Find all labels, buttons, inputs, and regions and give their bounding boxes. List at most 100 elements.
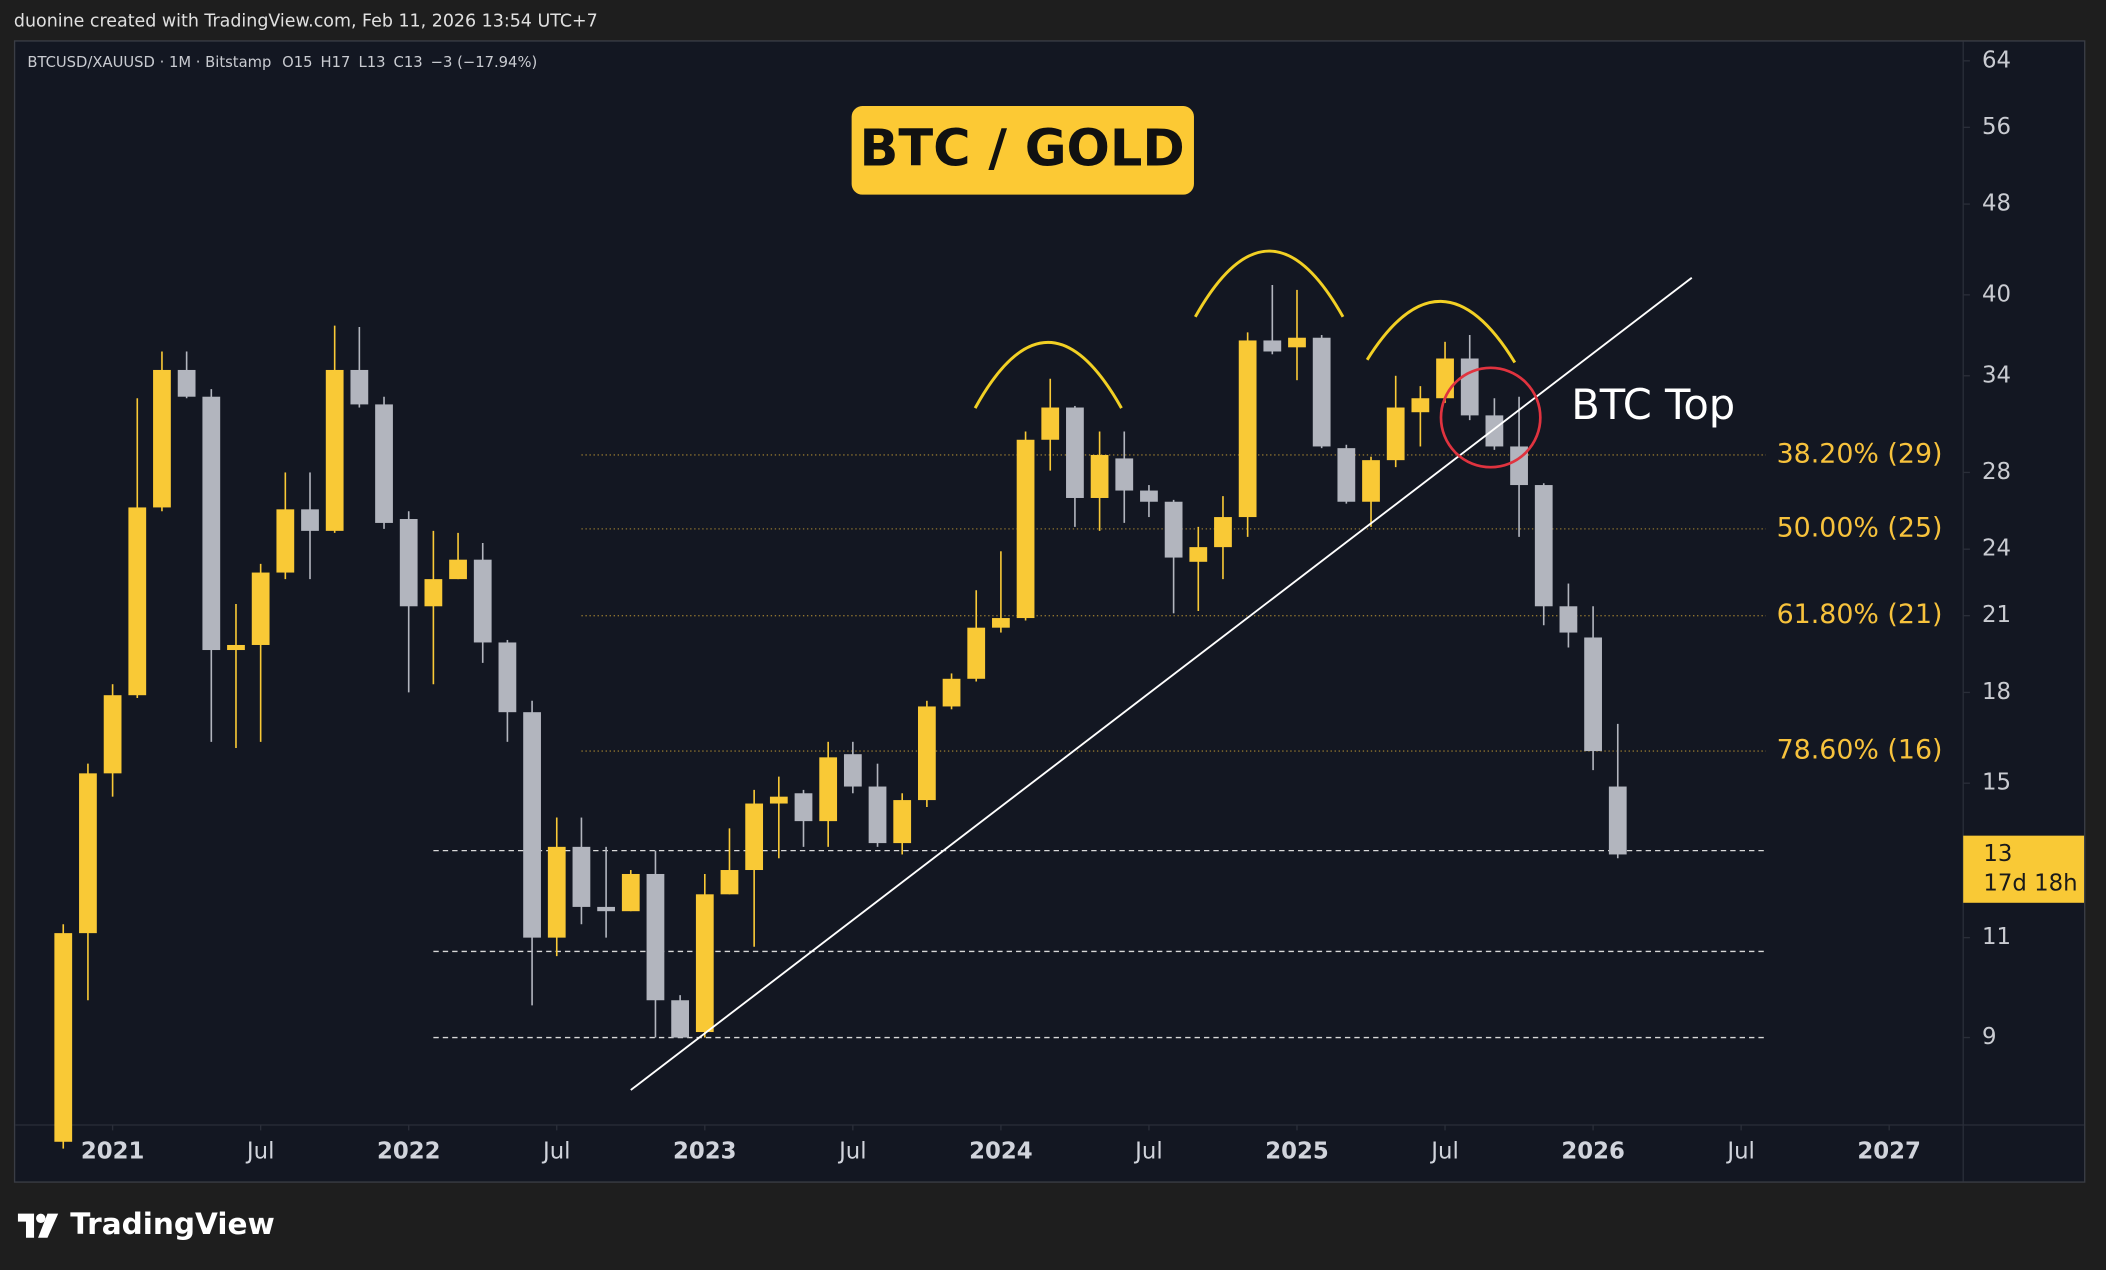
- arc: [1194, 249, 1345, 318]
- candle-body: [671, 1000, 690, 1038]
- chart-title: BTC / GOLD: [859, 120, 1184, 179]
- candle-body: [1140, 490, 1158, 502]
- y-tick-label: 34: [1982, 362, 2011, 388]
- chart-panel: [13, 40, 2086, 1183]
- candle-body: [621, 873, 640, 912]
- candle-body: [1214, 517, 1232, 548]
- x-tick-label: Jul: [1133, 1138, 1163, 1164]
- candle-body: [128, 507, 147, 696]
- x-tick-label: 2021: [81, 1138, 144, 1164]
- candle-body: [523, 712, 541, 938]
- candle-body: [153, 369, 171, 508]
- candle-body: [375, 404, 393, 523]
- countdown: 17d 18h: [1983, 870, 2077, 896]
- candle-body: [1584, 637, 1602, 752]
- candle-body: [1263, 340, 1282, 352]
- y-tick-label: 11: [1982, 924, 2011, 950]
- fib-label: 61.80% (21): [1777, 599, 1943, 630]
- candle-body: [1164, 501, 1183, 558]
- candle-body: [769, 796, 788, 804]
- candle-body: [794, 793, 813, 822]
- plot: 38.20% (29) 50.00% (25) 61.80% (21) 78.60% …: [54, 276, 1943, 1149]
- annotation: BTC Top: [1571, 380, 1735, 429]
- candle-body: [819, 757, 838, 822]
- x-tick-label: Jul: [1725, 1138, 1755, 1164]
- candle-body: [917, 706, 936, 801]
- candle-body: [745, 803, 764, 871]
- fib-label: 50.00% (25): [1777, 512, 1943, 543]
- x-tick-label: Jul: [837, 1138, 867, 1164]
- candle-body: [992, 618, 1010, 628]
- candle-body: [1485, 415, 1504, 447]
- arc: [973, 340, 1123, 409]
- ohlc: L13: [358, 54, 385, 71]
- candle-body: [424, 579, 443, 607]
- candle-body: [1238, 340, 1257, 518]
- logo: [17, 1213, 59, 1238]
- candle-body: [893, 800, 912, 844]
- candle-body: [1016, 439, 1035, 619]
- candle-body: [942, 678, 961, 707]
- candle-body: [1288, 337, 1306, 348]
- candle-body: [276, 509, 295, 573]
- x-tick-label: 2025: [1265, 1138, 1329, 1164]
- candle-body: [251, 572, 270, 645]
- candle-body: [868, 786, 887, 844]
- candle-body: [1312, 337, 1331, 447]
- candle-body: [350, 369, 369, 405]
- candle-body: [1534, 485, 1553, 607]
- x-tick-label: 2027: [1857, 1138, 1921, 1164]
- candle-body: [597, 906, 615, 912]
- candle-body: [1189, 547, 1208, 562]
- x-tick-label: 2026: [1561, 1138, 1625, 1164]
- trendline: [630, 276, 1693, 1091]
- price-box: [1963, 835, 2085, 903]
- candle-body: [720, 870, 739, 895]
- candle-body: [227, 644, 245, 651]
- x-tick-label: Jul: [541, 1138, 571, 1164]
- candle-body: [843, 754, 862, 787]
- y-tick-label: 15: [1982, 770, 2011, 796]
- ohlc: O15: [282, 54, 312, 71]
- symbol: BTCUSD/XAUUSD · 1M · Bitstamp: [27, 54, 271, 71]
- x-tick-label: Jul: [245, 1138, 275, 1164]
- symbol-legend: BTCUSD/XAUUSD · 1M · Bitstamp O15 H17 L13 C1…: [27, 54, 537, 71]
- y-tick-label: 18: [1982, 679, 2011, 705]
- candle-body: [1559, 606, 1578, 633]
- x-tick-label: 2023: [673, 1138, 737, 1164]
- y-tick-label: 24: [1982, 536, 2011, 562]
- candle-body: [1386, 407, 1405, 461]
- y-tick-label: 56: [1982, 114, 2011, 140]
- y-tick-label: 64: [1982, 47, 2011, 73]
- y-tick-label: 21: [1982, 602, 2011, 628]
- candle-body: [1436, 358, 1454, 399]
- candle-body: [325, 369, 344, 531]
- brand: TradingView: [70, 1207, 274, 1241]
- candle-body: [572, 846, 591, 907]
- highlight-circle: [1439, 366, 1542, 469]
- candle-body: [646, 873, 665, 1001]
- candle-body: [1337, 448, 1356, 502]
- y-tick-label: 40: [1982, 281, 2011, 307]
- candle-body: [695, 894, 714, 1033]
- candle-body: [301, 509, 319, 531]
- candle-body: [1066, 407, 1084, 498]
- fib-label: 38.20% (29): [1777, 438, 1943, 469]
- x-tick-label: 2022: [377, 1138, 440, 1164]
- logo-mark: [38, 1213, 59, 1238]
- ohlc: H17: [321, 54, 351, 71]
- candle-body: [399, 519, 418, 607]
- candle-body: [1608, 786, 1627, 855]
- candle-body: [1362, 460, 1380, 502]
- candle-body: [449, 559, 467, 580]
- ohlc: C13: [394, 54, 423, 71]
- candle-body: [473, 559, 492, 643]
- candle-body: [1411, 398, 1430, 413]
- logo-mark: [36, 1213, 46, 1224]
- y-tick-label: 9: [1982, 1024, 1997, 1050]
- x-tick-label: Jul: [1429, 1138, 1459, 1164]
- logo-mark: [17, 1213, 35, 1238]
- y-tick-label: 28: [1982, 459, 2011, 485]
